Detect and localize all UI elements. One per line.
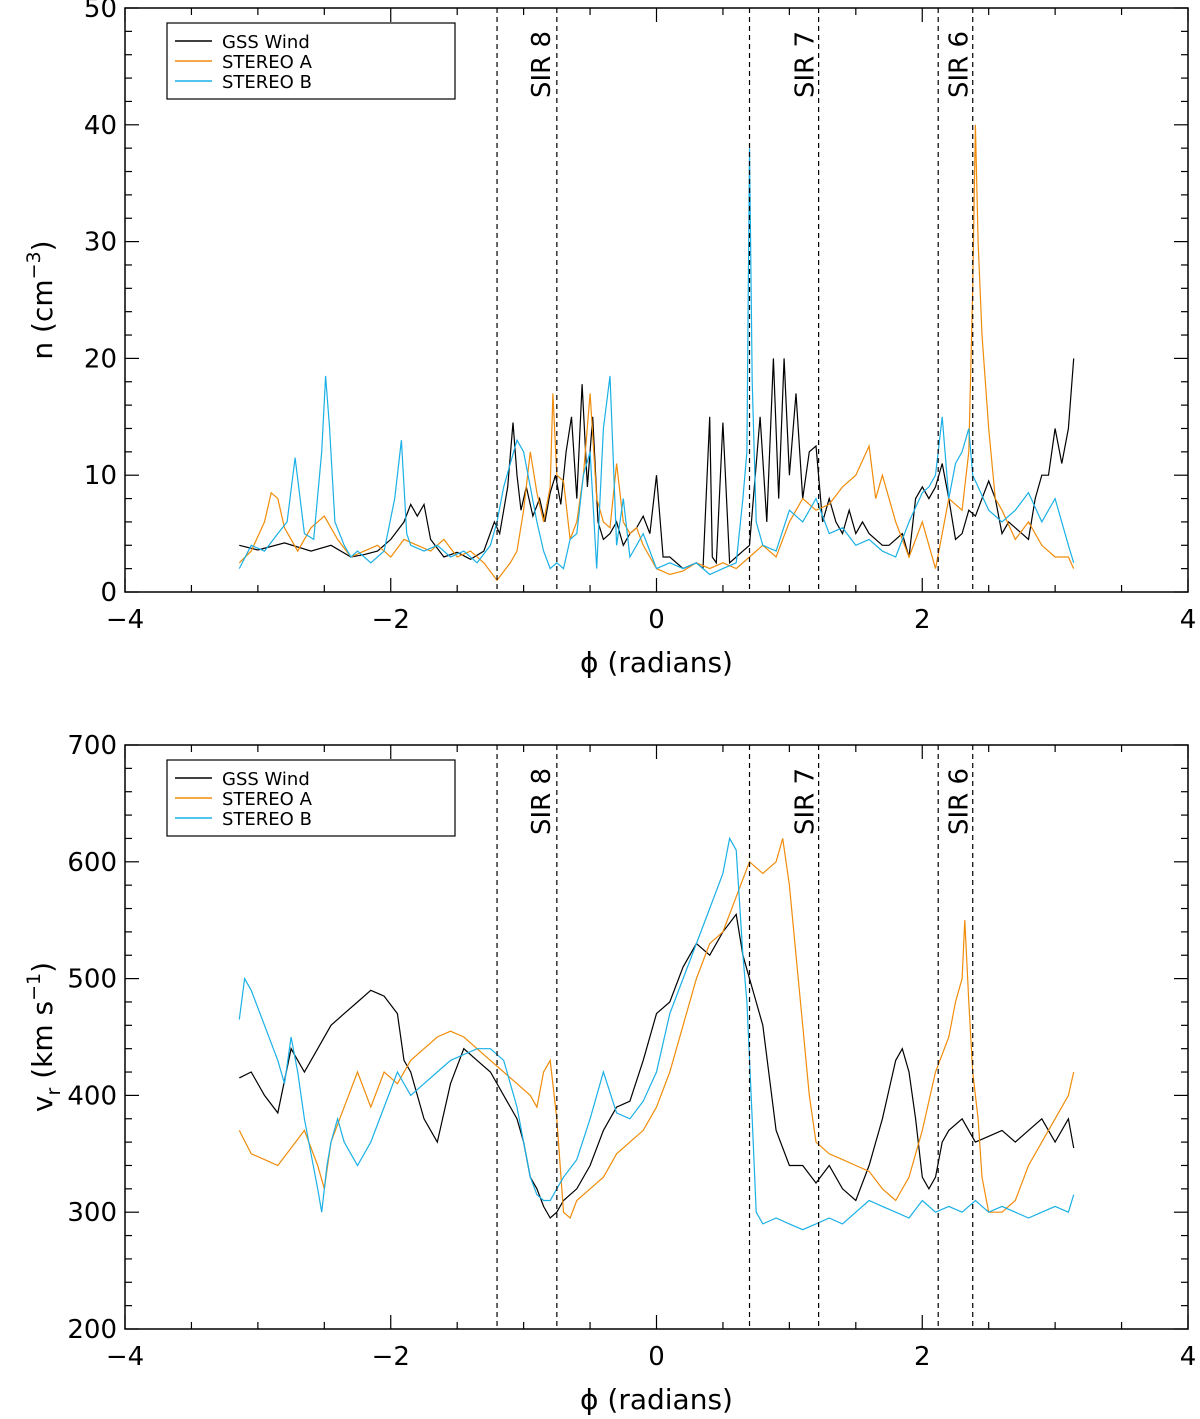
y-label-base: n (cm [26, 279, 59, 359]
y-label-sub: r [43, 1088, 65, 1096]
legend-label: STEREO A [222, 789, 313, 810]
series-line-stereo-a [238, 124, 1075, 582]
y-tick-label: 300 [67, 1198, 117, 1228]
x-tick-label: 2 [914, 1342, 931, 1372]
series-line-gss-wind [239, 358, 1075, 570]
y-label-base: v [26, 1096, 59, 1113]
x-tick-label: 4 [1180, 605, 1197, 635]
x-axis-label: ϕ (radians) [580, 646, 733, 679]
y-label-sup: −1 [23, 973, 45, 1001]
x-tick-label: −4 [106, 605, 144, 635]
y-tick-label: 50 [84, 0, 117, 24]
y-tick-label: 700 [67, 731, 117, 761]
y-tick-label: 30 [84, 228, 117, 258]
y-label-tail: ) [26, 240, 59, 251]
x-tick-label: 2 [914, 605, 931, 635]
chart-panel-2: SIR 8 SIR 7 SIR 6 −4 −2 0 2 4 200 300 400 500 600 700… [23, 731, 1196, 1416]
y-label-mid: (km s [26, 1001, 59, 1088]
y-tick-label: 500 [67, 965, 117, 995]
x-tick-label: −2 [372, 605, 410, 635]
y-tick-label: 400 [67, 1081, 117, 1111]
series-line-stereo-b [238, 836, 1075, 1231]
sir-label: SIR 8 [527, 31, 557, 98]
series-line-stereo-a [238, 838, 1075, 1220]
legend-label: GSS Wind [222, 769, 310, 790]
x-tick-label: 0 [648, 605, 665, 635]
legend-label: STEREO A [222, 52, 313, 73]
y-label-tail: ) [26, 962, 59, 973]
y-tick-label: 20 [84, 344, 117, 374]
y-tick-label: 600 [67, 848, 117, 878]
sir-label: SIR 8 [527, 768, 557, 835]
sir-label: SIR 6 [944, 31, 974, 98]
y-label-sup: −3 [23, 251, 45, 279]
x-tick-label: 0 [648, 1342, 665, 1372]
legend-label: STEREO B [222, 72, 312, 93]
legend-box [166, 22, 456, 100]
legend-label: GSS Wind [222, 32, 310, 53]
legend-box [166, 759, 456, 837]
sir-label: SIR 7 [790, 31, 820, 98]
series-line-gss-wind [239, 912, 1075, 1219]
y-axis-label: vr (km s−1) [23, 962, 65, 1112]
y-tick-label: 200 [67, 1315, 117, 1345]
y-tick-label: 10 [84, 461, 117, 491]
x-tick-label: 4 [1180, 1342, 1197, 1372]
legend-label: STEREO B [222, 809, 312, 830]
sir-label: SIR 6 [944, 768, 974, 835]
x-tick-label: −4 [106, 1342, 144, 1372]
sir-label: SIR 7 [790, 768, 820, 835]
y-axis-label: n (cm−3) [23, 240, 59, 359]
y-tick-label: 40 [84, 111, 117, 141]
x-tick-label: −2 [372, 1342, 410, 1372]
series-line-stereo-b [238, 148, 1075, 576]
x-axis-label: ϕ (radians) [580, 1383, 733, 1416]
y-tick-label: 0 [100, 578, 117, 608]
